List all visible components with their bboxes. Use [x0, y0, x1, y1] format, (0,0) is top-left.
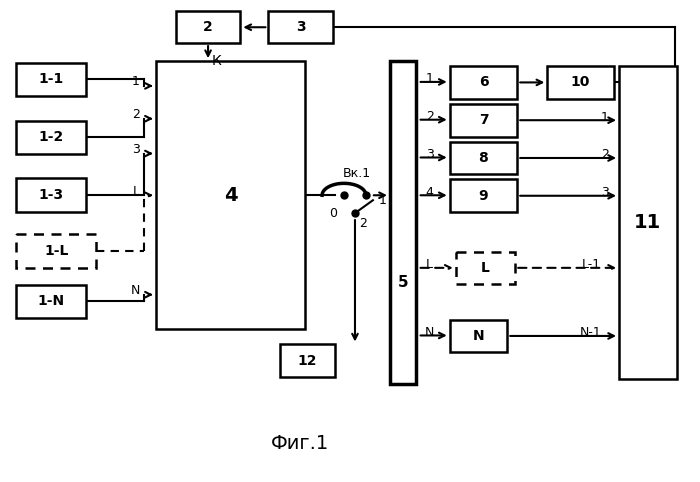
- Text: 1-L: 1-L: [44, 244, 69, 258]
- Text: 7: 7: [479, 113, 489, 127]
- Bar: [547, 66, 614, 99]
- Bar: [268, 12, 333, 43]
- Text: 4: 4: [426, 186, 433, 199]
- Text: 1-2: 1-2: [38, 130, 64, 144]
- Bar: [449, 179, 517, 212]
- Bar: [390, 61, 416, 384]
- Text: L-1: L-1: [582, 258, 601, 271]
- Text: 3: 3: [426, 148, 433, 161]
- Text: 1-3: 1-3: [38, 188, 64, 202]
- Bar: [16, 285, 86, 318]
- Bar: [449, 66, 517, 99]
- Text: N: N: [131, 284, 141, 297]
- Text: 9: 9: [479, 189, 489, 203]
- Text: 5: 5: [398, 275, 408, 290]
- Text: 2: 2: [601, 148, 609, 161]
- Text: 1: 1: [379, 194, 387, 207]
- Text: N: N: [473, 329, 484, 343]
- Text: 8: 8: [479, 151, 489, 165]
- Bar: [280, 345, 335, 377]
- Text: 2: 2: [426, 110, 433, 123]
- Text: 2: 2: [359, 216, 367, 229]
- Text: L: L: [132, 185, 139, 198]
- Text: К: К: [211, 54, 221, 68]
- Text: 1-1: 1-1: [38, 72, 64, 86]
- Bar: [16, 234, 96, 268]
- Text: 11: 11: [634, 213, 662, 232]
- Bar: [619, 66, 677, 379]
- Text: L: L: [426, 258, 433, 271]
- Text: 3: 3: [601, 186, 609, 199]
- Bar: [449, 104, 517, 136]
- Text: 6: 6: [479, 75, 489, 90]
- Text: 1: 1: [132, 75, 140, 88]
- Text: 2: 2: [132, 108, 140, 121]
- Bar: [456, 252, 515, 284]
- Text: 1-N: 1-N: [38, 294, 65, 308]
- Bar: [176, 12, 240, 43]
- Text: Фиг.1: Фиг.1: [271, 434, 329, 454]
- Text: L: L: [481, 261, 490, 275]
- Text: 12: 12: [298, 354, 317, 368]
- Text: N-1: N-1: [580, 326, 602, 339]
- Bar: [16, 63, 86, 96]
- Text: Вк.1: Вк.1: [343, 167, 371, 180]
- Bar: [156, 61, 305, 330]
- Text: 1: 1: [426, 72, 433, 85]
- Text: N: N: [425, 326, 435, 339]
- Text: 4: 4: [224, 186, 237, 205]
- Bar: [16, 178, 86, 212]
- Text: 10: 10: [571, 75, 590, 90]
- Bar: [449, 142, 517, 174]
- Text: 2: 2: [203, 20, 213, 34]
- Bar: [16, 120, 86, 153]
- Text: 3: 3: [132, 143, 140, 156]
- Bar: [449, 320, 508, 352]
- Text: 0: 0: [329, 207, 337, 220]
- Text: 1: 1: [601, 111, 609, 124]
- Text: 3: 3: [296, 20, 305, 34]
